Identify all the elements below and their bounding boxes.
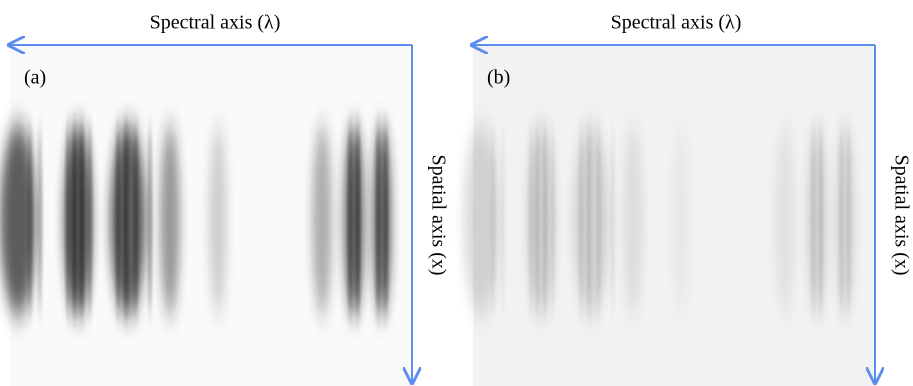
spectral-band	[847, 125, 851, 315]
spectral-band	[672, 125, 690, 315]
spectral-band	[148, 125, 152, 315]
spectral-band	[543, 125, 547, 315]
spectral-band	[312, 125, 332, 315]
spectral-band	[72, 125, 76, 315]
spectral-band	[491, 125, 495, 315]
spectral-band	[38, 125, 42, 315]
spectral-band	[597, 125, 601, 315]
spectral-band	[66, 125, 70, 315]
spectral-band	[348, 125, 352, 315]
spectral-band	[587, 125, 591, 315]
spectral-band	[160, 125, 180, 315]
panel-b	[463, 45, 873, 386]
spectral-band	[551, 125, 555, 315]
spectral-band	[64, 125, 92, 315]
spectral-band	[376, 125, 380, 315]
spectral-axis-label: Spectral axis (λ)	[611, 12, 742, 34]
spectral-band	[579, 125, 583, 315]
spectral-band	[373, 125, 391, 315]
panel-label: (a)	[24, 67, 46, 89]
spatial-axis-label: Spatial axis (x)	[427, 154, 449, 275]
panel-a	[0, 45, 410, 386]
spectral-band	[623, 125, 643, 315]
spectral-band	[807, 125, 827, 315]
spectral-axis-label: Spectral axis (λ)	[150, 12, 281, 34]
spectral-band	[836, 125, 854, 315]
spectral-band	[501, 125, 505, 315]
spectral-band	[535, 125, 539, 315]
spectral-band	[463, 125, 499, 315]
spectral-band	[527, 125, 555, 315]
spectral-band	[344, 125, 364, 315]
spectral-band	[88, 125, 92, 315]
spectral-band	[529, 125, 533, 315]
spectral-band	[775, 125, 795, 315]
spectral-band	[0, 125, 36, 315]
spectral-band	[209, 125, 227, 315]
spatial-axis-label: Spatial axis (x)	[890, 154, 912, 275]
panel-label: (b)	[487, 67, 510, 89]
spectral-band	[819, 125, 823, 315]
spectral-band	[356, 125, 360, 315]
spectral-band	[116, 125, 120, 315]
spectral-band	[28, 125, 32, 315]
spectral-band	[839, 125, 843, 315]
spectral-band	[384, 125, 388, 315]
spectral-band	[124, 125, 128, 315]
spectral-band	[611, 125, 615, 315]
spectral-band	[811, 125, 815, 315]
spectral-band	[134, 125, 138, 315]
spectral-band	[80, 125, 84, 315]
